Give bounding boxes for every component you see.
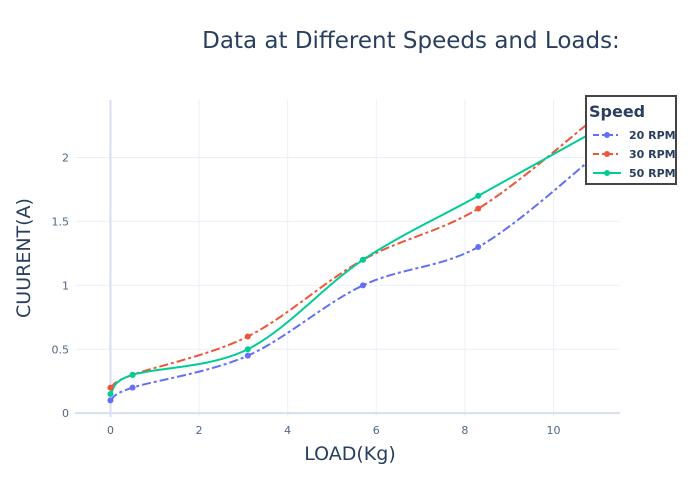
legend-title: Speed (589, 102, 646, 121)
x-tick-label: 0 (107, 424, 114, 437)
legend-item-30-rpm[interactable]: 30 RPM (591, 146, 676, 162)
legend-label-30-rpm: 30 RPM (629, 147, 676, 161)
y-tick-label: 0.5 (52, 343, 70, 356)
legend: Speed 20 RPM 30 RPM 50 RPM (585, 95, 677, 185)
legend-swatch-30-rpm (593, 151, 621, 157)
data-point-20-rpm (475, 243, 482, 250)
y-tick-label: 1 (62, 279, 69, 292)
chart-title: Data at Different Speeds and Loads: (202, 28, 620, 54)
x-axis-label: LOAD(Kg) (304, 443, 396, 465)
data-point-20-rpm (107, 397, 114, 404)
data-point-50-rpm (129, 371, 136, 378)
legend-item-20-rpm[interactable]: 20 RPM (591, 127, 676, 143)
data-point-50-rpm (360, 256, 367, 263)
legend-label-50-rpm: 50 RPM (629, 166, 676, 180)
series-line-30-rpm (109, 118, 595, 389)
data-point-50-rpm (107, 390, 114, 397)
y-axis-label: CUURENT(A) (13, 198, 35, 318)
series-line-50-rpm (109, 131, 594, 395)
data-point-20-rpm (129, 384, 136, 391)
data-point-30-rpm (244, 333, 251, 340)
y-tick-label: 1.5 (52, 215, 70, 228)
data-point-30-rpm (475, 205, 482, 212)
legend-label-20-rpm: 20 RPM (629, 128, 676, 142)
x-tick-label: 10 (547, 424, 561, 437)
series-line-20-rpm (109, 156, 595, 402)
legend-item-50-rpm[interactable]: 50 RPM (591, 165, 676, 181)
legend-swatch-50-rpm (593, 170, 621, 176)
x-tick-label: 6 (373, 424, 380, 437)
x-tick-label: 8 (461, 424, 468, 437)
legend-swatch-20-rpm (593, 132, 621, 138)
data-point-30-rpm (107, 384, 114, 391)
data-point-20-rpm (244, 352, 251, 359)
y-tick-label: 2 (62, 152, 69, 165)
data-point-50-rpm (244, 346, 251, 353)
x-tick-label: 4 (284, 424, 291, 437)
y-tick-label: 0 (62, 407, 69, 420)
data-point-50-rpm (475, 192, 482, 199)
x-tick-label: 2 (196, 424, 203, 437)
data-point-20-rpm (360, 282, 367, 289)
